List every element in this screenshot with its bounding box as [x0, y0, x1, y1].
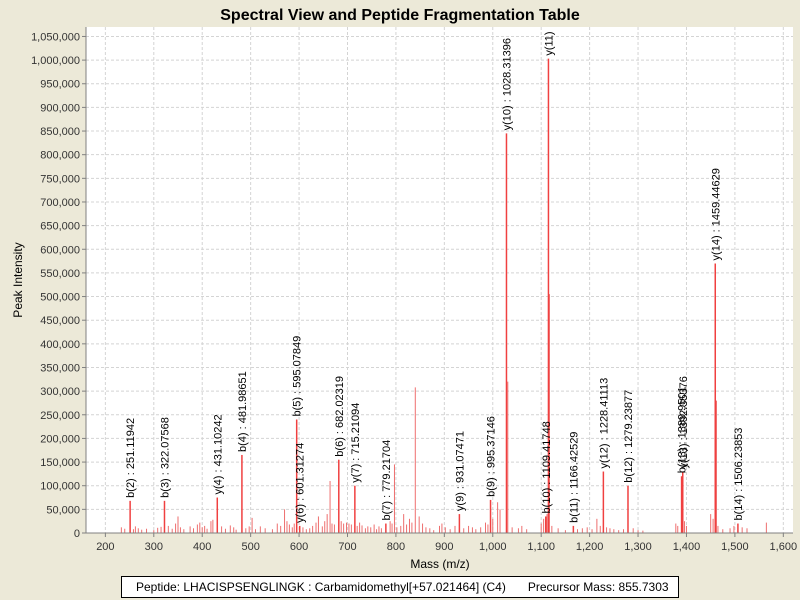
x-tick-label: 1,300	[624, 541, 652, 553]
peak-label: y(12) : 1228.41113	[598, 378, 610, 469]
y-tick-label: 600,000	[40, 244, 80, 256]
peak-labels: b(2) : 251.11942 b(3) : 322.07568 y(4) : 4…	[125, 31, 745, 522]
x-tick-label: 700	[338, 541, 356, 553]
grid-lines	[86, 27, 793, 533]
peak-label: y(4) : 431.10242	[212, 414, 224, 494]
x-tick-label: 600	[290, 541, 308, 553]
peak-label: y(7) : 715.21094	[350, 403, 362, 483]
peak-label: b(5) : 595.07849	[292, 336, 304, 417]
y-tick-label: 550,000	[40, 268, 80, 280]
x-tick-label: 900	[435, 541, 453, 553]
y-tick-label: 150,000	[40, 457, 80, 469]
peak-label: y(10) : 1028.31396	[501, 38, 513, 130]
x-tick-label: 1,200	[576, 541, 604, 553]
peak-label: b(3) : 322.07568	[159, 417, 171, 498]
peak-label: y(13) : 1392.35376	[678, 376, 690, 468]
peptide-info: Peptide: LHACISPSENGLINGK : Carbamidomet…	[136, 580, 506, 594]
y-tick-label: 850,000	[40, 126, 80, 138]
y-tick-label: 450,000	[40, 315, 80, 327]
x-tick-label: 500	[241, 541, 259, 553]
x-tick-label: 1,600	[770, 541, 798, 553]
peak-label: b(13) : 1389.9501	[677, 386, 689, 473]
peak-label: b(14) : 1506.23853	[733, 428, 745, 521]
y-tick-label: 0	[74, 528, 80, 540]
x-axis-label: Mass (m/z)	[410, 557, 469, 571]
x-tick-label: 1,500	[721, 541, 749, 553]
y-tick-label: 100,000	[40, 481, 80, 493]
x-tick-label: 800	[387, 541, 405, 553]
x-tick-label: 400	[193, 541, 211, 553]
x-tick-label: 1,400	[673, 541, 701, 553]
peak-label: b(2) : 251.11942	[125, 418, 137, 498]
peak-label: y(9) : 931.07471	[454, 431, 466, 511]
peak-label: b(11) : 1166.42529	[568, 432, 580, 523]
peak-label: b(10) : 1109.41748	[541, 421, 553, 513]
peak-label: b(4) : 481.98651	[237, 371, 249, 452]
x-tick-label: 1,000	[479, 541, 507, 553]
y-tick-label: 300,000	[40, 386, 80, 398]
x-tick-label: 200	[96, 541, 114, 553]
y-tick-label: 500,000	[40, 292, 80, 304]
peak-label: b(9) : 995.37146	[486, 416, 498, 497]
peak-label: y(6) : 601.31274	[295, 443, 307, 523]
peptide-info-box: Peptide: LHACISPSENGLINGK : Carbamidomet…	[121, 576, 679, 598]
precursor-mass: Precursor Mass: 855.7303	[527, 580, 669, 594]
peak-label: b(12) : 1279.23877	[623, 390, 635, 483]
y-tick-label: 750,000	[40, 173, 80, 185]
plot-area	[86, 27, 793, 533]
peak-label: b(7) : 779.21704	[381, 440, 393, 521]
y-tick-label: 1,000,000	[31, 55, 80, 67]
y-tick-label: 50,000	[46, 504, 80, 516]
peak-bars	[120, 58, 767, 533]
y-tick-label: 1,050,000	[31, 31, 80, 43]
y-tick-label: 650,000	[40, 221, 80, 233]
chart-title: Spectral View and Peptide Fragmentation …	[220, 7, 580, 24]
x-tick-label: 1,100	[527, 541, 555, 553]
peak-label: y(11)	[543, 31, 555, 55]
axes: 0 50,000 100,000 150,000 200,000 250,000 300,0…	[31, 27, 797, 553]
peak-label: y(14) : 1459.44629	[710, 168, 722, 260]
y-tick-label: 250,000	[40, 410, 80, 422]
y-tick-label: 800,000	[40, 150, 80, 162]
y-tick-label: 200,000	[40, 433, 80, 445]
y-tick-label: 700,000	[40, 197, 80, 209]
y-tick-label: 350,000	[40, 362, 80, 374]
y-tick-label: 950,000	[40, 79, 80, 91]
y-axis-label: Peak Intensity	[11, 242, 25, 317]
x-tick-label: 300	[145, 541, 163, 553]
peak-label: b(6) : 682.02319	[334, 376, 346, 457]
y-tick-label: 900,000	[40, 102, 80, 114]
y-tick-label: 400,000	[40, 339, 80, 351]
